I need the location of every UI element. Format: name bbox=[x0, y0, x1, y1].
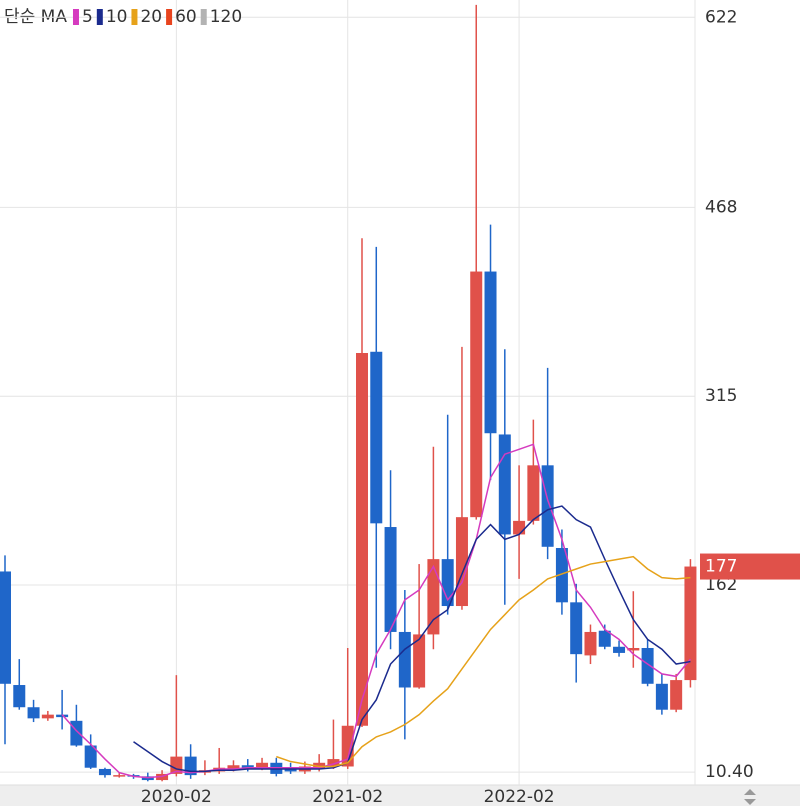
scroll-icon[interactable] bbox=[744, 789, 756, 805]
candle-body bbox=[555, 548, 568, 603]
x-axis-band bbox=[0, 785, 800, 806]
ma-line bbox=[133, 505, 691, 773]
last-price-box bbox=[700, 553, 800, 580]
x-tick-label: 2021-02 bbox=[312, 787, 383, 806]
legend-label: 60 bbox=[175, 7, 197, 27]
legend-swatch bbox=[131, 9, 138, 25]
candle-body bbox=[655, 683, 668, 710]
candle-body bbox=[541, 465, 554, 547]
x-tick-label: 2022-02 bbox=[484, 787, 555, 806]
candle-body bbox=[670, 680, 683, 710]
ma-line bbox=[276, 555, 691, 768]
legend-swatch bbox=[96, 9, 103, 25]
legend-swatch bbox=[166, 9, 173, 25]
legend-swatch bbox=[72, 9, 79, 25]
candle-body bbox=[684, 566, 697, 681]
candle-body bbox=[470, 271, 483, 518]
candle-body bbox=[413, 634, 426, 688]
candle-body bbox=[227, 765, 240, 769]
y-tick-label: 622 bbox=[705, 7, 737, 27]
candle-body bbox=[527, 465, 540, 521]
candle-body bbox=[427, 559, 440, 635]
candle-body bbox=[513, 520, 526, 535]
x-tick-label: 2020-02 bbox=[141, 787, 212, 806]
candle-body bbox=[627, 647, 640, 651]
candle-body bbox=[327, 759, 340, 767]
candle-body bbox=[356, 353, 368, 726]
candle-body bbox=[113, 775, 126, 777]
candle-body bbox=[70, 720, 83, 746]
y-tick-label: 162 bbox=[705, 575, 737, 595]
legend-swatch bbox=[200, 9, 207, 25]
candle-body bbox=[398, 631, 411, 688]
candle-body bbox=[27, 707, 40, 719]
candle-body bbox=[256, 762, 269, 768]
candle-body bbox=[98, 768, 111, 776]
legend-label: 20 bbox=[140, 7, 162, 27]
legend-label: 10 bbox=[106, 7, 128, 27]
last-price-label: 177 bbox=[705, 557, 737, 577]
candle-body bbox=[0, 571, 11, 684]
candle-body bbox=[455, 517, 468, 607]
candle-body bbox=[13, 685, 26, 708]
candle-body bbox=[641, 647, 654, 684]
candle-body bbox=[84, 745, 97, 768]
y-tick-label: 468 bbox=[705, 197, 737, 217]
candle-body bbox=[570, 602, 583, 655]
candle-body bbox=[598, 630, 611, 647]
candle-body bbox=[370, 351, 383, 524]
candle-body bbox=[284, 768, 297, 772]
candle-body bbox=[484, 271, 497, 434]
candle-body bbox=[584, 631, 597, 656]
y-tick-label: 10.40 bbox=[705, 762, 754, 782]
legend-label: 5 bbox=[82, 7, 93, 27]
candle-body bbox=[384, 527, 397, 632]
ma-line bbox=[61, 443, 692, 779]
candle-body bbox=[56, 714, 69, 718]
candle-body bbox=[41, 714, 54, 719]
candle-body bbox=[498, 434, 511, 535]
candle-body bbox=[613, 646, 626, 653]
y-tick-label: 315 bbox=[705, 386, 737, 406]
legend-label: 120 bbox=[210, 7, 242, 27]
candle-body bbox=[341, 725, 354, 767]
